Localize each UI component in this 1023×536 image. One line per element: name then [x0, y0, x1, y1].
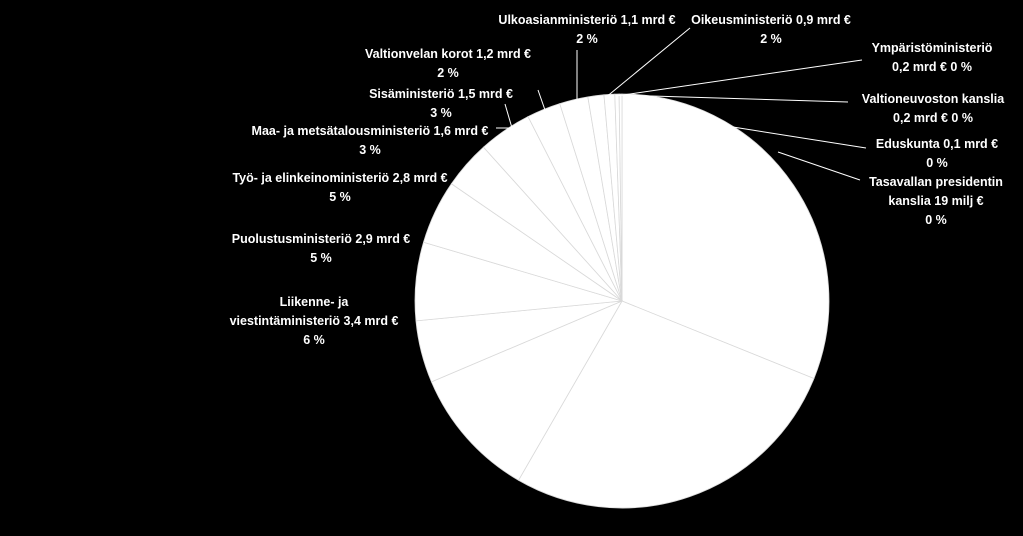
slice-label-line: 0,2 mrd € 0 % — [892, 60, 972, 74]
slice-label-line: Sisäministeriö 1,5 mrd € — [369, 87, 513, 101]
slice-label-line: Tasavallan presidentin — [869, 175, 1003, 189]
slice-label-line: Puolustusministeriö 2,9 mrd € — [232, 232, 411, 246]
slice-label-line: 2 % — [760, 32, 782, 46]
slice-label: Ympäristöministeriö 0,2 mrd € 0 % — [872, 41, 993, 74]
slice-label: Puolustusministeriö 2,9 mrd € 5 % — [232, 232, 411, 265]
pie-slice — [621, 93, 830, 380]
slice-label-line: Eduskunta 0,1 mrd € — [876, 137, 998, 151]
leader-line — [537, 89, 546, 111]
slice-label: Sisäministeriö 1,5 mrd € 3 % — [369, 87, 513, 120]
slice-label-line: Valtioneuvoston kanslia — [862, 92, 1005, 106]
slice-label-line: Ympäristöministeriö — [872, 41, 993, 55]
leader-line — [617, 94, 849, 103]
slice-label-line: 0 % — [925, 213, 947, 227]
pie-slice — [618, 93, 623, 302]
slice-label-line: 5 % — [329, 190, 351, 204]
slice-label: Valtioneuvoston kanslia 0,2 mrd € 0 % — [862, 92, 1005, 125]
slice-label-line: Valtionvelan korot 1,2 mrd € — [365, 47, 531, 61]
slice-label-line: Ulkoasianministeriö 1,1 mrd € — [498, 13, 675, 27]
slice-label: Oikeusministeriö 0,9 mrd € 2 % — [691, 13, 851, 46]
leader-line — [604, 27, 691, 99]
slice-label-line: 0 % — [926, 156, 948, 170]
slice-label-line: kanslia 19 milj € — [888, 194, 983, 208]
slice-label: Maa- ja metsätalousministeriö 1,6 mrd € 3… — [252, 124, 489, 157]
slice-label-line: Liikenne- ja — [280, 295, 350, 309]
leader-line — [615, 59, 863, 97]
leader-line — [732, 126, 867, 149]
slice-label: Työ- ja elinkeinoministeriö 2,8 mrd € 5 % — [232, 171, 447, 204]
slice-label: Ulkoasianministeriö 1,1 mrd € 2 % — [498, 13, 675, 46]
slice-label: Liikenne- ja viestintäministeriö 3,4 mrd … — [230, 295, 399, 347]
slice-label-line: Työ- ja elinkeinoministeriö 2,8 mrd € — [232, 171, 447, 185]
slice-label-line: 2 % — [576, 32, 598, 46]
slice-label-line: Maa- ja metsätalousministeriö 1,6 mrd € — [252, 124, 489, 138]
leader-line — [777, 151, 861, 181]
slice-label-line: 3 % — [430, 106, 452, 120]
slice-label-line: 3 % — [359, 143, 381, 157]
slice-label-line: 2 % — [437, 66, 459, 80]
slice-label-line: 0,2 mrd € 0 % — [893, 111, 973, 125]
slice-label-line: viestintäministeriö 3,4 mrd € — [230, 314, 399, 328]
pie-slice — [430, 300, 623, 481]
slice-label: Eduskunta 0,1 mrd € 0 % — [876, 137, 998, 170]
slice-label: Tasavallan presidentin kanslia 19 milj € 0… — [869, 175, 1003, 227]
slice-label-line: 5 % — [310, 251, 332, 265]
slice-label-line: Oikeusministeriö 0,9 mrd € — [691, 13, 851, 27]
slice-label: Valtionvelan korot 1,2 mrd € 2 % — [365, 47, 531, 80]
leader-line — [504, 103, 513, 129]
slice-label-line: 6 % — [303, 333, 325, 347]
